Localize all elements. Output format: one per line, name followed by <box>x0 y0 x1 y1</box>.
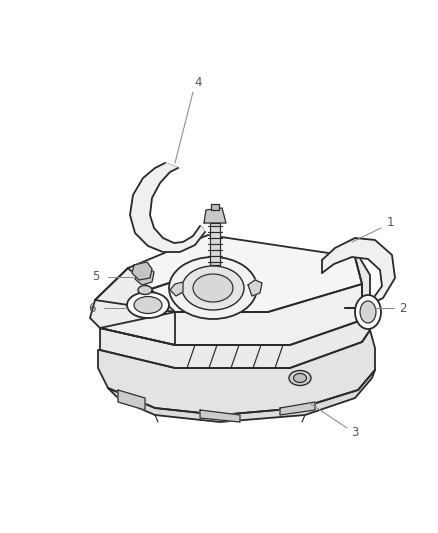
Text: 6: 6 <box>88 302 96 314</box>
Text: 2: 2 <box>399 302 407 314</box>
Polygon shape <box>132 262 152 280</box>
Ellipse shape <box>134 296 162 313</box>
Polygon shape <box>200 410 240 422</box>
Ellipse shape <box>293 374 307 383</box>
Text: 4: 4 <box>194 76 202 88</box>
Polygon shape <box>108 370 375 422</box>
Polygon shape <box>280 402 315 415</box>
Ellipse shape <box>289 370 311 385</box>
Ellipse shape <box>169 257 257 319</box>
Text: 5: 5 <box>92 271 100 284</box>
Polygon shape <box>135 267 154 285</box>
Polygon shape <box>100 310 370 368</box>
Ellipse shape <box>127 292 169 318</box>
Ellipse shape <box>360 301 376 323</box>
Polygon shape <box>95 235 362 312</box>
Text: 3: 3 <box>351 425 359 439</box>
Polygon shape <box>322 238 395 308</box>
Polygon shape <box>211 204 219 210</box>
Polygon shape <box>204 208 226 223</box>
Polygon shape <box>248 280 262 296</box>
Polygon shape <box>90 268 175 345</box>
Polygon shape <box>100 284 362 345</box>
Ellipse shape <box>182 266 244 310</box>
Polygon shape <box>118 390 145 410</box>
Polygon shape <box>130 163 205 252</box>
Ellipse shape <box>138 286 152 295</box>
Polygon shape <box>210 223 220 265</box>
Ellipse shape <box>193 274 233 302</box>
Polygon shape <box>170 282 183 296</box>
Text: 1: 1 <box>386 215 394 229</box>
Polygon shape <box>355 255 370 320</box>
Ellipse shape <box>355 295 381 329</box>
Polygon shape <box>98 330 375 415</box>
